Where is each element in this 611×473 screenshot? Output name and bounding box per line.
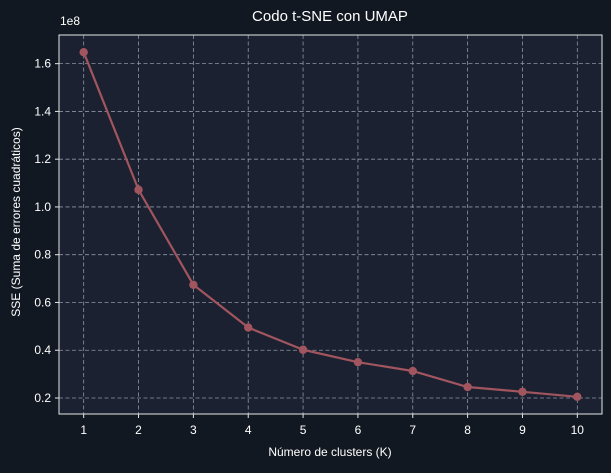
data-point: [134, 185, 143, 194]
data-point: [189, 280, 198, 290]
chart-title: Codo t-SNE con UMAP: [252, 8, 408, 25]
data-point: [298, 345, 308, 354]
y-tick-label: 0.8: [34, 248, 51, 262]
y-tick-label: 1.4: [34, 104, 51, 118]
plot-frame: [58, 34, 603, 415]
y-tick-label: 1.0: [34, 200, 51, 214]
plot-area: [59, 35, 602, 414]
x-tick-label: 9: [519, 423, 526, 437]
y-tick-label: 0.6: [34, 295, 51, 309]
x-tick-label: 4: [245, 423, 252, 437]
data-series: [79, 47, 582, 402]
x-tick-label: 2: [135, 423, 142, 437]
data-point: [408, 366, 417, 376]
series-line: [82, 51, 579, 398]
x-axis-ticks: 1 2 3 4 5 6 7 8 9 10: [80, 414, 584, 437]
data-point: [244, 323, 253, 332]
y-axis-offset-label: 1e8: [60, 14, 80, 28]
data-point: [353, 357, 363, 367]
data-point: [79, 47, 88, 57]
x-tick-label: 8: [464, 423, 471, 437]
y-tick-label: 0.2: [34, 391, 51, 405]
x-axis-label: Número de clusters (K): [268, 445, 391, 459]
y-tick-label: 0.4: [34, 343, 51, 357]
y-tick-label: 1.2: [34, 152, 51, 166]
x-tick-label: 10: [571, 423, 585, 437]
x-tick-label: 6: [355, 423, 362, 437]
x-tick-label: 5: [300, 423, 307, 437]
data-point: [573, 392, 582, 402]
grid-lines: [59, 35, 602, 414]
x-tick-label: 3: [190, 423, 197, 437]
data-point: [463, 382, 472, 392]
y-axis-label: SSE (Suma de errores cuadráticos): [9, 127, 23, 316]
x-tick-label: 7: [409, 423, 416, 437]
y-axis-ticks: 0.2 0.4 0.6 0.8 1.0 1.2 1.4 1.6: [34, 57, 59, 405]
x-tick-label: 1: [80, 423, 87, 437]
y-tick-label: 1.6: [34, 57, 51, 71]
data-point: [518, 387, 527, 396]
